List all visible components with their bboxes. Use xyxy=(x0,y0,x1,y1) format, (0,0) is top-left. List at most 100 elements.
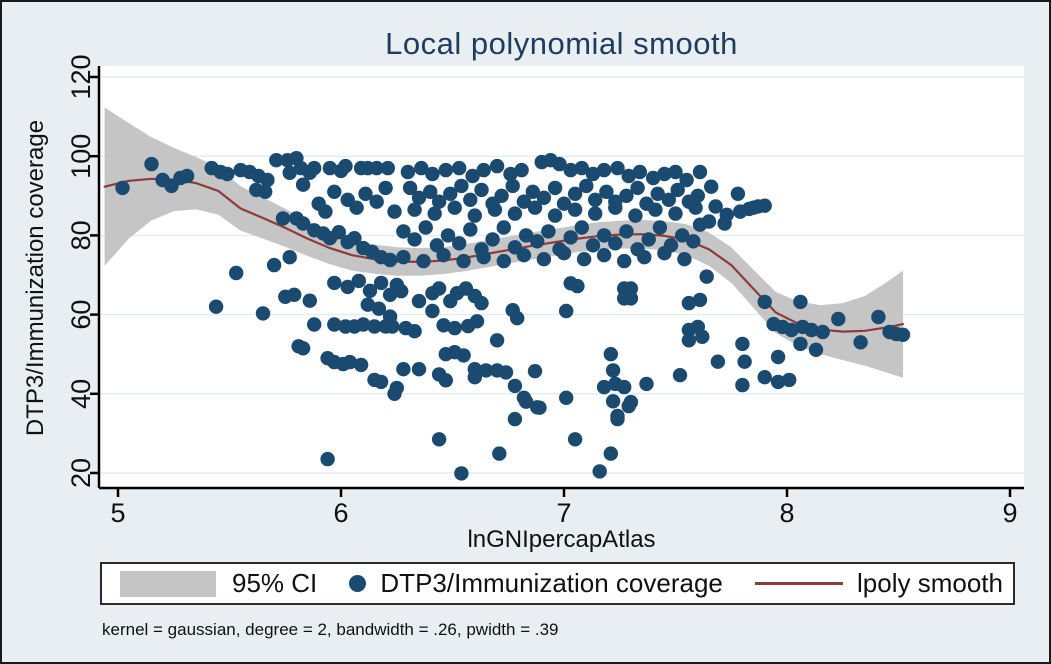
scatter-point xyxy=(681,333,697,348)
scatter-point xyxy=(746,200,761,215)
scatter-point xyxy=(340,279,355,295)
scatter-point xyxy=(804,322,819,338)
legend-box: 95% CI DTP3/Immunization coverage lpoly … xyxy=(100,562,1015,605)
scatter-point xyxy=(793,336,808,352)
scatter-point xyxy=(770,374,786,390)
scatter-point xyxy=(338,158,353,174)
scatter-point xyxy=(394,284,409,299)
scatter-point xyxy=(494,188,509,203)
scatter-point xyxy=(514,162,529,178)
scatter-point xyxy=(467,208,482,223)
scatter-point xyxy=(585,166,601,182)
scatter-point xyxy=(536,252,552,267)
scatter-point xyxy=(530,400,545,415)
scatter-point xyxy=(496,253,511,269)
scatter-point xyxy=(266,257,282,273)
scatter-point xyxy=(574,220,589,235)
legend-item-ci: 95% CI xyxy=(120,568,317,599)
scatter-point xyxy=(463,222,478,237)
scatter-point xyxy=(349,200,364,215)
scatter-point xyxy=(396,224,411,239)
scatter-point xyxy=(331,225,346,240)
scatter-point xyxy=(690,188,705,203)
scatter-point xyxy=(784,322,799,338)
scatter-point xyxy=(507,411,523,427)
scatter-point xyxy=(619,188,634,203)
scatter-point xyxy=(507,206,523,221)
scatter-point xyxy=(574,160,589,176)
scatter-point xyxy=(559,390,574,405)
scatter-point xyxy=(782,372,797,388)
scatter-point xyxy=(255,306,271,321)
scatter-point xyxy=(895,327,911,342)
scatter-point xyxy=(382,309,398,324)
scatter-point xyxy=(619,224,634,239)
ci-band xyxy=(104,107,904,378)
y-tick-label-120: 120 xyxy=(66,54,96,99)
scatter-point xyxy=(443,186,458,201)
scatter-point xyxy=(527,364,543,379)
scatter-point xyxy=(525,184,540,199)
scatter-point xyxy=(610,408,625,424)
scatter-point xyxy=(115,180,130,196)
scatter-point xyxy=(452,160,467,176)
scatter-point xyxy=(567,186,583,201)
scatter-point xyxy=(382,252,398,268)
scatter-point xyxy=(307,160,322,176)
scatter-point xyxy=(530,234,545,249)
y-axis-title: DTP3/Immunization coverage xyxy=(22,119,49,437)
scatter-point xyxy=(757,198,772,213)
scatter-point xyxy=(402,180,418,196)
scatter-point xyxy=(416,253,431,269)
scatter-point xyxy=(704,179,719,194)
scatter-point xyxy=(596,162,612,178)
scatter-point xyxy=(407,324,422,339)
scatter-point xyxy=(380,160,395,176)
scatter-point xyxy=(414,160,429,176)
scatter-point xyxy=(692,164,708,180)
scatter-point xyxy=(396,250,411,265)
chart-title: Local polynomial smooth xyxy=(385,26,738,61)
scatter-point xyxy=(592,464,607,479)
scatter-point xyxy=(144,156,159,172)
scatter-point xyxy=(630,180,645,196)
scatter-point xyxy=(563,162,578,178)
scatter-point xyxy=(407,232,422,247)
scatter-point xyxy=(608,200,623,215)
scatter-point xyxy=(735,336,750,352)
scatter-dot-swatch xyxy=(349,575,367,592)
scatter-point xyxy=(411,190,427,205)
scatter-point xyxy=(469,314,485,329)
scatter-point xyxy=(547,180,563,196)
scatter-point xyxy=(353,357,369,373)
scatter-point xyxy=(710,354,726,369)
scatter-point xyxy=(632,164,647,180)
scatter-point xyxy=(258,184,273,199)
scatter-point xyxy=(657,246,672,261)
kernel-footnote: kernel = gaussian, degree = 2, bandwidth… xyxy=(102,620,559,639)
scatter-point xyxy=(661,192,676,207)
scatter-point xyxy=(541,224,556,239)
scatter-point xyxy=(440,228,456,243)
scatter-point xyxy=(452,236,467,251)
scatter-point xyxy=(692,292,708,308)
scatter-point xyxy=(637,250,652,265)
scatter-point xyxy=(373,275,389,291)
scatter-point xyxy=(358,186,373,201)
scatter-point xyxy=(275,211,291,226)
scatter-point xyxy=(605,394,621,409)
legend-label-scatter: DTP3/Immunization coverage xyxy=(380,568,723,598)
scatter-point xyxy=(282,250,297,265)
scatter-point xyxy=(302,293,317,308)
scatter-point xyxy=(454,178,469,194)
scatter-point xyxy=(563,230,578,245)
scatter-point xyxy=(467,370,482,385)
scatter-point xyxy=(229,265,244,281)
y-tick-label-80: 80 xyxy=(66,220,96,250)
scatter-point xyxy=(351,273,366,289)
scatter-point xyxy=(585,238,601,253)
scatter-point xyxy=(431,281,447,296)
scatter-point xyxy=(492,446,507,461)
